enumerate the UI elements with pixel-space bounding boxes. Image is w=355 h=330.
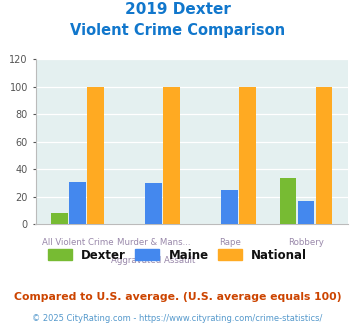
Text: 2019 Dexter: 2019 Dexter xyxy=(125,2,230,16)
Bar xyxy=(51,214,68,224)
Text: Robbery: Robbery xyxy=(288,238,324,247)
Bar xyxy=(239,87,256,224)
Legend: Dexter, Maine, National: Dexter, Maine, National xyxy=(43,244,312,266)
Bar xyxy=(222,190,238,224)
Bar xyxy=(316,87,332,224)
Bar xyxy=(163,87,180,224)
Text: Murder & Mans...: Murder & Mans... xyxy=(117,238,190,247)
Text: Violent Crime Comparison: Violent Crime Comparison xyxy=(70,23,285,38)
Bar xyxy=(280,178,296,224)
Bar xyxy=(69,182,86,224)
Text: Rape: Rape xyxy=(219,238,241,247)
Bar xyxy=(87,87,104,224)
Bar xyxy=(297,201,315,224)
Text: All Violent Crime: All Violent Crime xyxy=(42,238,113,247)
Bar xyxy=(145,183,162,224)
Text: © 2025 CityRating.com - https://www.cityrating.com/crime-statistics/: © 2025 CityRating.com - https://www.city… xyxy=(32,314,323,323)
Text: Aggravated Assault: Aggravated Assault xyxy=(111,256,196,265)
Text: Compared to U.S. average. (U.S. average equals 100): Compared to U.S. average. (U.S. average … xyxy=(14,292,341,302)
